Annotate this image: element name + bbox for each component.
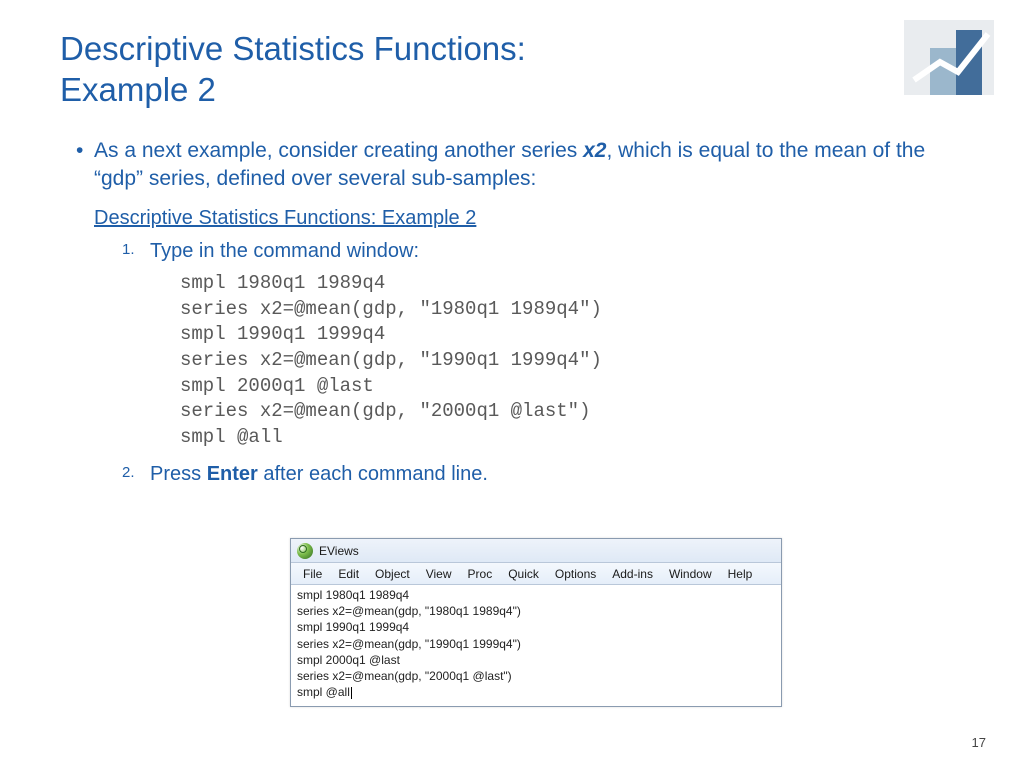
- step-list-cont: Press Enter after each command line.: [122, 461, 964, 488]
- ev-line-1: smpl 1980q1 1989q4: [297, 587, 775, 603]
- eviews-command-area[interactable]: smpl 1980q1 1989q4 series x2=@mean(gdp, …: [291, 585, 781, 706]
- menu-addins[interactable]: Add-ins: [604, 567, 661, 581]
- step-2-pre: Press: [150, 463, 207, 485]
- code-l4: series x2=@mean(gdp, "1990q1 1999q4"): [180, 349, 602, 371]
- code-l5: smpl 2000q1 @last: [180, 375, 374, 397]
- slide: Descriptive Statistics Functions: Exampl…: [0, 0, 1024, 768]
- ev-line-5: smpl 2000q1 @last: [297, 652, 775, 668]
- menu-object[interactable]: Object: [367, 567, 418, 581]
- menu-quick[interactable]: Quick: [500, 567, 547, 581]
- eviews-title: EViews: [319, 544, 359, 558]
- step-list: Type in the command window:: [122, 238, 964, 265]
- page-number: 17: [972, 735, 986, 750]
- code-l7: smpl @all: [180, 426, 283, 448]
- ev-line-7: smpl @all: [297, 684, 775, 700]
- ev-line-6: series x2=@mean(gdp, "2000q1 @last"): [297, 668, 775, 684]
- slide-title: Descriptive Statistics Functions: Exampl…: [60, 28, 964, 111]
- code-l1: smpl 1980q1 1989q4: [180, 272, 385, 294]
- ev-line-7-text: smpl @all: [297, 685, 350, 699]
- bullet-pre: As a next example, consider creating ano…: [94, 139, 583, 162]
- main-bullet: As a next example, consider creating ano…: [76, 137, 964, 194]
- text-cursor-icon: [351, 687, 352, 699]
- ev-line-2: series x2=@mean(gdp, "1980q1 1989q4"): [297, 603, 775, 619]
- eviews-app-icon: [297, 543, 313, 559]
- menu-edit[interactable]: Edit: [330, 567, 367, 581]
- code-l6: series x2=@mean(gdp, "2000q1 @last"): [180, 400, 590, 422]
- eviews-titlebar[interactable]: EViews: [291, 539, 781, 563]
- code-l2: series x2=@mean(gdp, "1980q1 1989q4"): [180, 298, 602, 320]
- code-l3: smpl 1990q1 1999q4: [180, 323, 385, 345]
- title-line-1: Descriptive Statistics Functions:: [60, 30, 526, 67]
- ev-line-3: smpl 1990q1 1999q4: [297, 619, 775, 635]
- menu-view[interactable]: View: [418, 567, 460, 581]
- eviews-menubar: File Edit Object View Proc Quick Options…: [291, 563, 781, 585]
- code-block: smpl 1980q1 1989q4 series x2=@mean(gdp, …: [180, 271, 964, 450]
- bullet-bold: x2: [583, 139, 606, 162]
- step-1: Type in the command window:: [122, 238, 964, 265]
- menu-file[interactable]: File: [295, 567, 330, 581]
- menu-options[interactable]: Options: [547, 567, 604, 581]
- menu-proc[interactable]: Proc: [460, 567, 501, 581]
- chart-logo-icon: [904, 20, 994, 95]
- step-1-text: Type in the command window:: [150, 240, 419, 262]
- title-line-2: Example 2: [60, 71, 216, 108]
- step-2-post: after each command line.: [258, 463, 488, 485]
- eviews-window: EViews File Edit Object View Proc Quick …: [290, 538, 782, 707]
- menu-help[interactable]: Help: [720, 567, 761, 581]
- ev-line-4: series x2=@mean(gdp, "1990q1 1999q4"): [297, 636, 775, 652]
- step-2-bold: Enter: [207, 463, 258, 485]
- menu-window[interactable]: Window: [661, 567, 720, 581]
- sub-heading: Descriptive Statistics Functions: Exampl…: [94, 207, 964, 230]
- step-2: Press Enter after each command line.: [122, 461, 964, 488]
